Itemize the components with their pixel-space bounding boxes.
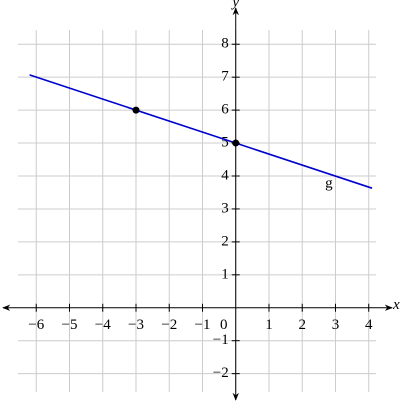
x-tick-label: 4 — [365, 317, 373, 333]
y-tick-label: 1 — [221, 266, 229, 282]
y-tick-label: 5 — [221, 134, 229, 150]
x-tick-label: −6 — [28, 317, 44, 333]
x-tick-label: −2 — [161, 317, 177, 333]
line — [29, 74, 373, 189]
x-tick-label: 3 — [332, 317, 340, 333]
y-tick-label: 3 — [221, 200, 229, 216]
y-axis-label: y — [230, 0, 239, 10]
y-tick-label: −1 — [213, 332, 229, 348]
x-tick-label: −4 — [95, 317, 111, 333]
x-tick-label: 2 — [298, 317, 306, 333]
x-tick-label: −3 — [128, 317, 144, 333]
x-tick-label: −1 — [195, 317, 211, 333]
y-tick-label: 6 — [221, 102, 229, 118]
x-tick-label: 1 — [265, 317, 273, 333]
x-tick-label: 0 — [220, 317, 228, 333]
y-tick-label: 2 — [221, 233, 229, 249]
x-axis-label: x — [392, 297, 400, 313]
y-tick-label: 8 — [221, 36, 229, 52]
point — [132, 106, 140, 114]
y-tick-label: 4 — [221, 167, 229, 183]
x-tick-label: −5 — [62, 317, 78, 333]
y-tick-label: −2 — [213, 365, 229, 381]
y-tick-label: 7 — [221, 69, 229, 85]
annotation: g — [325, 176, 333, 192]
point — [232, 139, 240, 147]
